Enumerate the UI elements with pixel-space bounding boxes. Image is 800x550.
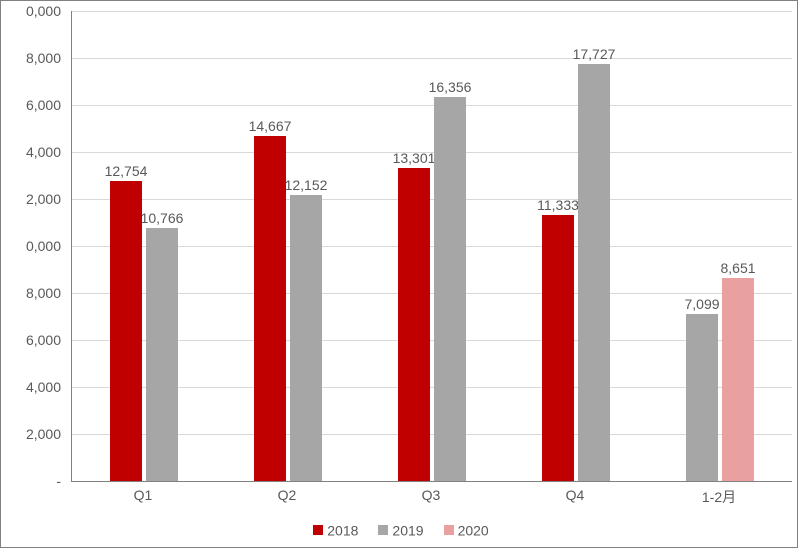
x-tick-label: Q2	[278, 487, 297, 503]
bar-2019	[290, 195, 322, 481]
gridline	[72, 11, 792, 12]
bar-value-label: 10,766	[141, 210, 184, 226]
legend-swatch	[444, 525, 454, 535]
y-tick-label: 4,000	[1, 379, 61, 395]
legend-label: 2020	[458, 522, 489, 538]
y-tick-label: 2,000	[1, 426, 61, 442]
bar-value-label: 13,301	[393, 150, 436, 166]
gridline	[72, 58, 792, 59]
gridline	[72, 105, 792, 106]
legend-item-2018: 2018	[313, 521, 358, 538]
x-tick-label: Q4	[566, 487, 585, 503]
bar-2018	[398, 168, 430, 481]
y-tick-label: 8,000	[1, 285, 61, 301]
bar-value-label: 14,667	[249, 118, 292, 134]
y-tick-label: 6,000	[1, 332, 61, 348]
bar-value-label: 16,356	[429, 79, 472, 95]
y-tick-label: 6,000	[1, 97, 61, 113]
bar-2020	[722, 278, 754, 481]
gridline	[72, 293, 792, 294]
bar-value-label: 12,754	[105, 163, 148, 179]
gridline	[72, 434, 792, 435]
legend-swatch	[378, 525, 388, 535]
legend-label: 2019	[392, 522, 423, 538]
bar-value-label: 8,651	[720, 260, 755, 276]
y-tick-label: 2,000	[1, 191, 61, 207]
bar-value-label: 11,333	[537, 197, 579, 213]
y-tick-label: 4,000	[1, 144, 61, 160]
gridline	[72, 340, 792, 341]
chart-frame: 12,754 10,766 14,667 12,152 13,301 16,356 11,3…	[0, 0, 798, 548]
bar-2019	[434, 97, 466, 481]
bar-value-label: 7,099	[684, 296, 719, 312]
x-tick-label: Q3	[422, 487, 441, 503]
gridline	[72, 246, 792, 247]
bar-value-label: 17,727	[573, 46, 616, 62]
y-tick-label: -	[1, 473, 61, 489]
bar-2019	[578, 64, 610, 481]
bar-2018	[254, 136, 286, 481]
bar-2018	[542, 215, 574, 481]
x-tick-label: 1-2月	[702, 487, 736, 507]
legend-swatch	[313, 525, 323, 535]
bar-value-label: 12,152	[285, 177, 328, 193]
bar-2019	[686, 314, 718, 481]
bar-2019	[146, 228, 178, 481]
legend-item-2019: 2019	[378, 521, 423, 538]
bar-2018	[110, 181, 142, 481]
x-tick-label: Q1	[134, 487, 153, 503]
y-tick-label: 8,000	[1, 50, 61, 66]
y-tick-label: 0,000	[1, 238, 61, 254]
plot-area: 12,754 10,766 14,667 12,152 13,301 16,356 11,3…	[71, 11, 792, 482]
legend: 2018 2019 2020	[1, 521, 800, 538]
gridline	[72, 387, 792, 388]
legend-item-2020: 2020	[444, 521, 489, 538]
gridline	[72, 199, 792, 200]
legend-label: 2018	[327, 522, 358, 538]
y-tick-label: 0,000	[1, 3, 61, 19]
